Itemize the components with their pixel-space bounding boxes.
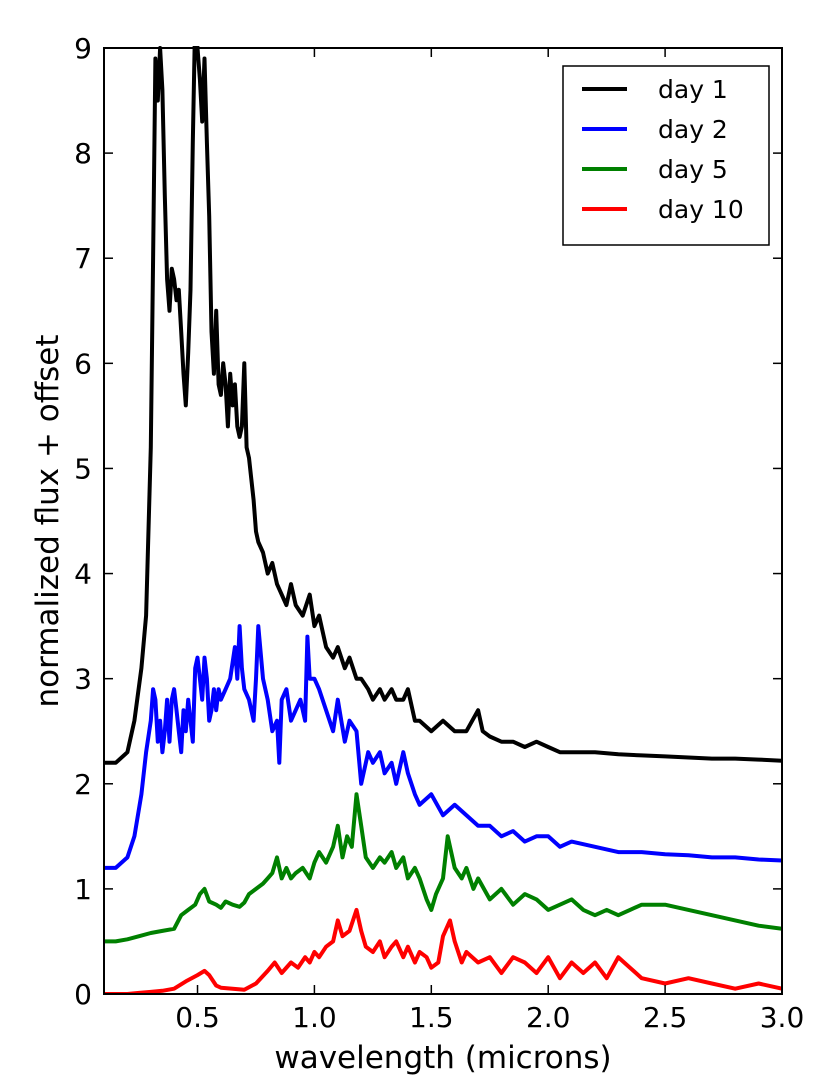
legend-label: day 1 <box>658 75 728 104</box>
axis-ticks: 0.5 1.0 1.5 2.0 2.5 3.0 0 1 2 3 4 5 6 7 8 9 <box>74 32 804 1034</box>
y-tick-label: 2 <box>74 768 92 801</box>
series-line-day-5 <box>104 792 782 944</box>
y-tick-label: 7 <box>74 242 92 275</box>
legend: day 1 day 2 day 5 day 10 <box>562 65 770 246</box>
y-tick-label: 8 <box>74 137 92 170</box>
series-line-day-10 <box>104 907 782 994</box>
x-tick-label: 0.5 <box>175 1001 220 1034</box>
legend-label: day 5 <box>658 155 728 184</box>
legend-box <box>562 65 770 246</box>
x-tick-label: 2.0 <box>526 1001 571 1034</box>
legend-label: day 10 <box>658 195 744 224</box>
x-tick-label: 1.5 <box>409 1001 454 1034</box>
y-tick-label: 5 <box>74 452 92 485</box>
series-line-day-1 <box>104 46 782 765</box>
y-tick-label: 1 <box>74 873 92 906</box>
y-tick-label: 6 <box>74 347 92 380</box>
series-layer <box>104 46 782 994</box>
x-tick-label: 3.0 <box>760 1001 805 1034</box>
legend-label: day 2 <box>658 115 728 144</box>
y-tick-label: 9 <box>74 32 92 65</box>
y-tick-label: 3 <box>74 663 92 696</box>
y-tick-label: 4 <box>74 558 92 591</box>
y-axis-label: normalized flux + offset <box>30 334 66 707</box>
x-axis-label: wavelength (microns) <box>274 1040 611 1076</box>
x-tick-label: 2.5 <box>643 1001 688 1034</box>
plot-frame <box>103 47 783 995</box>
x-tick-label: 1.0 <box>292 1001 337 1034</box>
series-line-day-2 <box>104 624 782 870</box>
y-tick-label: 0 <box>74 978 92 1011</box>
